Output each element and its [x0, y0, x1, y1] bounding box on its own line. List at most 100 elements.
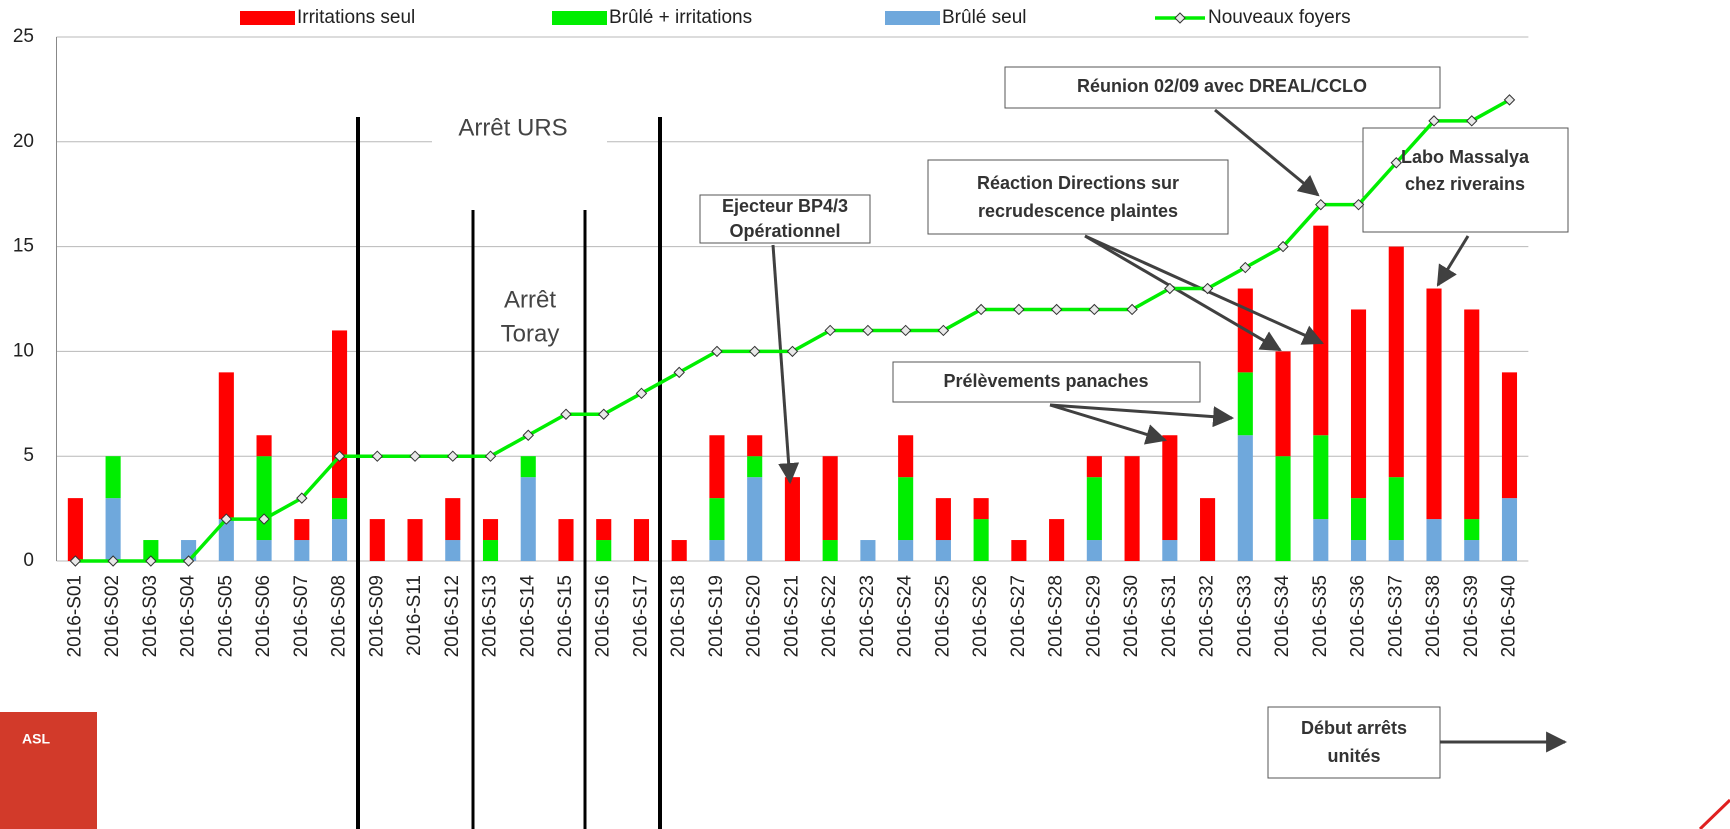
- bar: [558, 519, 574, 561]
- bar: [294, 519, 310, 541]
- x-tick-label: 2016-S38: [1423, 575, 1444, 657]
- line-marker: [899, 324, 912, 337]
- y-tick-label: 5: [23, 445, 34, 466]
- line-marker: [1239, 261, 1252, 274]
- bar: [67, 498, 83, 561]
- bar: [596, 540, 612, 561]
- line-marker: [333, 450, 346, 462]
- bar: [1086, 456, 1102, 478]
- line-marker: [1352, 198, 1365, 211]
- line-marker: [673, 366, 685, 379]
- bar: [1464, 519, 1480, 541]
- line-marker: [1277, 240, 1289, 253]
- bar: [407, 519, 423, 561]
- y-tick-label: 15: [13, 236, 34, 257]
- bar: [1124, 456, 1140, 561]
- bar: [1237, 372, 1253, 436]
- line-marker: [635, 387, 648, 400]
- x-tick-label: 2016-S31: [1159, 575, 1180, 657]
- x-tick-label: 2016-S19: [706, 575, 727, 657]
- bar: [332, 330, 348, 499]
- x-tick-label: 2016-S22: [819, 575, 840, 657]
- line-marker: [1164, 282, 1176, 295]
- bar: [520, 456, 536, 478]
- bar: [822, 540, 838, 561]
- x-tick-label: 2016-S32: [1197, 575, 1218, 657]
- bar: [482, 540, 499, 561]
- bar: [1426, 288, 1442, 520]
- bar: [709, 435, 725, 499]
- line-marker: [371, 450, 383, 462]
- bar: [1501, 498, 1518, 561]
- annotation-box: [1004, 66, 1441, 109]
- line-marker: [447, 450, 459, 462]
- line-marker: [786, 345, 799, 358]
- x-tick-label: 2016-S11: [404, 575, 425, 656]
- line-marker: [862, 324, 874, 337]
- bars: [67, 225, 1518, 561]
- bar: [1313, 519, 1329, 561]
- bar: [935, 498, 951, 541]
- bar: [671, 540, 687, 561]
- bar: [256, 456, 272, 541]
- x-tick-label: 2016-S12: [442, 575, 463, 657]
- x-tick-label: 2016-S05: [215, 575, 236, 657]
- annotation-box: [927, 159, 1229, 235]
- line-marker: [145, 555, 157, 567]
- bar: [633, 519, 650, 561]
- line-marker: [748, 345, 761, 358]
- decoration: [1698, 798, 1730, 829]
- legend-label: Brûlé + irritations: [609, 7, 752, 28]
- bar: [482, 519, 499, 541]
- bar: [1237, 435, 1253, 561]
- line-marker: [69, 555, 82, 567]
- bar: [1162, 540, 1178, 561]
- bar: [105, 498, 121, 561]
- bar: [822, 456, 838, 541]
- line-marker: [1466, 115, 1478, 127]
- legend-swatch: [240, 11, 295, 25]
- line-marker: [711, 345, 723, 358]
- bar: [1086, 540, 1102, 561]
- bar: [1464, 540, 1480, 561]
- bar: [747, 435, 763, 457]
- x-tick-label: 2016-S18: [668, 575, 689, 657]
- line-marker: [522, 429, 534, 441]
- bar: [105, 456, 121, 499]
- line-marker: [1050, 303, 1063, 316]
- bar: [1350, 309, 1367, 499]
- x-tick-label: 2016-S34: [1272, 575, 1293, 658]
- x-tick-label: 2016-S20: [744, 575, 765, 657]
- x-tick-label: 2016-S24: [895, 575, 916, 658]
- x-tick-label: 2016-S39: [1461, 575, 1482, 657]
- bar: [709, 540, 725, 561]
- line-marker: [409, 450, 421, 462]
- bar: [1388, 246, 1404, 478]
- x-tick-label: 2016-S14: [517, 575, 538, 658]
- annotation: Réunion 02/09 avec DREAL/CCLO: [1077, 76, 1367, 96]
- line-marker: [1013, 303, 1025, 316]
- bar: [218, 372, 234, 520]
- line-marker: [258, 513, 270, 525]
- x-tick-label: 2016-S36: [1348, 575, 1369, 657]
- annotation-box: [1267, 706, 1441, 779]
- bar: [860, 540, 876, 561]
- bar: [747, 477, 763, 561]
- line-marker: [1088, 303, 1101, 316]
- bar: [1313, 225, 1329, 436]
- annotation-box: [1362, 127, 1569, 233]
- bar: [294, 540, 310, 561]
- bar: [369, 519, 385, 561]
- x-tick-label: 2016-S27: [1008, 575, 1029, 657]
- legend-label: Brûlé seul: [942, 7, 1027, 28]
- annotation-box: [892, 361, 1201, 403]
- line-marker: [560, 408, 572, 420]
- bar: [973, 519, 989, 561]
- bar: [218, 519, 234, 561]
- line-marker: [1390, 157, 1402, 169]
- x-tick-label: 2016-S08: [329, 575, 350, 657]
- annotation: Réaction Directions sur: [977, 173, 1179, 193]
- bar: [1350, 498, 1367, 541]
- x-tick-label: 2016-S37: [1385, 575, 1406, 657]
- y-tick-label: 25: [13, 26, 34, 47]
